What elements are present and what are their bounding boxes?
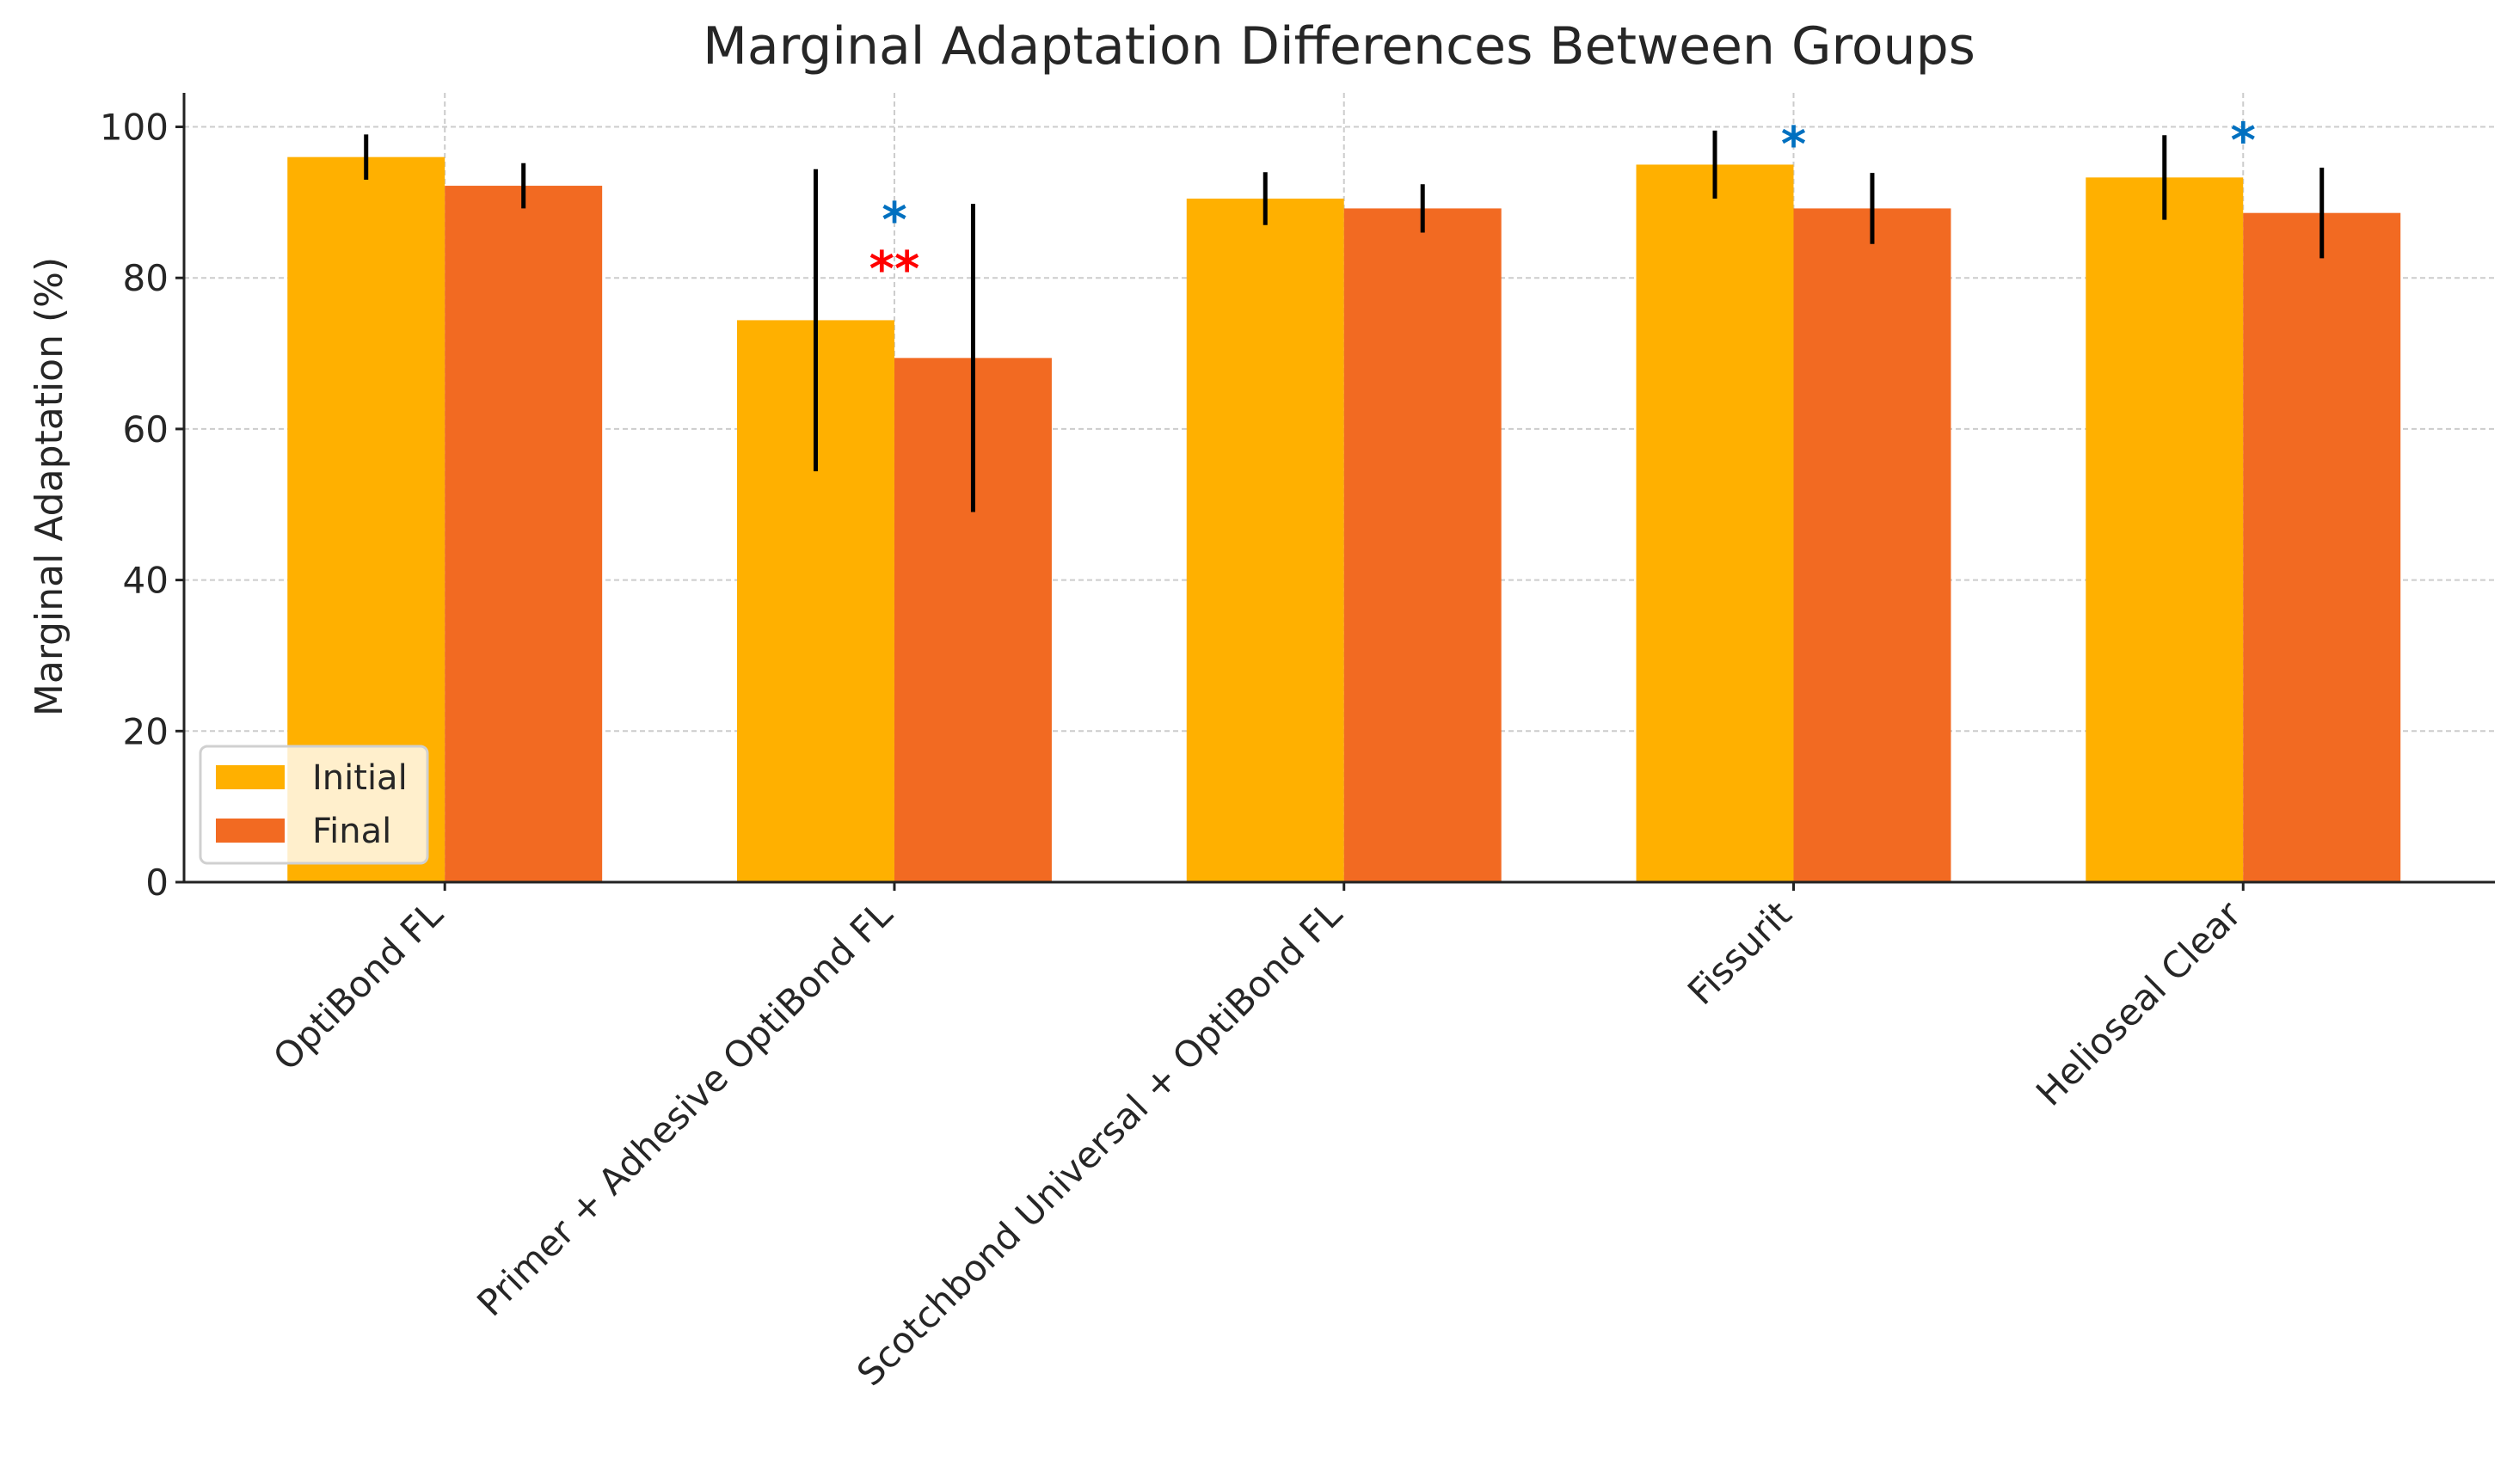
- x-tick-label: Helioseal Clear: [2028, 892, 2250, 1114]
- legend-label: Initial: [312, 758, 408, 798]
- error-bars: [364, 130, 2325, 512]
- bars: [287, 156, 2401, 883]
- significance-marker: *: [1781, 117, 1806, 173]
- chart-title: Marginal Adaptation Differences Between …: [703, 16, 1975, 77]
- y-tick-label: 60: [123, 408, 169, 451]
- x-tick-label: Scotchbond Universal + OptiBond FL: [849, 892, 1350, 1394]
- bar-initial: [2086, 177, 2244, 882]
- bar-final: [2243, 212, 2401, 882]
- y-tick-label: 0: [145, 862, 169, 904]
- significance-marker: **: [869, 242, 920, 297]
- bar-final: [1793, 208, 1951, 882]
- legend-swatch-final: [216, 819, 285, 843]
- y-tick-label: 80: [123, 257, 169, 299]
- significance-marker: *: [2231, 113, 2256, 169]
- y-axis-label: Marginal Adaptation (%): [28, 257, 71, 716]
- y-tick-label: 40: [123, 560, 169, 602]
- legend-swatch-initial: [216, 765, 285, 789]
- legend: Initial Final: [199, 745, 429, 865]
- legend-label: Final: [312, 812, 391, 851]
- bar-initial: [1186, 198, 1344, 882]
- x-tick-label: OptiBond FL: [265, 892, 451, 1078]
- bar-final: [445, 186, 603, 882]
- y-tick-label: 100: [100, 107, 169, 149]
- axes: [175, 93, 2495, 891]
- bar-final: [1343, 208, 1502, 882]
- x-tick-label: Primer + Adhesive OptiBond FL: [469, 892, 900, 1324]
- bar-initial: [1636, 164, 1794, 883]
- significance-marker: *: [882, 193, 906, 248]
- y-tick-label: 20: [123, 710, 169, 752]
- x-tick-label: Fissurit: [1680, 892, 1800, 1013]
- annotations: **** *: [869, 113, 2256, 297]
